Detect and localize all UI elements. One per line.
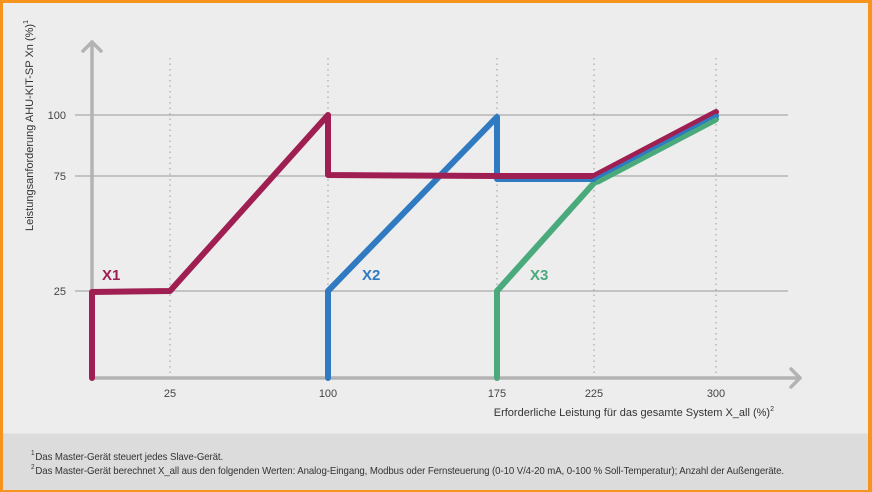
chart-panel: 100 75 25 25 100 175 225 300 Erforderlic… <box>3 3 868 490</box>
series-label-x1: X1 <box>102 267 120 284</box>
x-tick-175: 175 <box>488 388 506 400</box>
series-label-x2: X2 <box>362 267 380 284</box>
footnote-1-text: Das Master-Gerät steuert jedes Slave-Ger… <box>35 451 224 463</box>
x-tick-25: 25 <box>164 388 176 400</box>
y-axis-label: Leistungsanforderung AHU-KIT-SP Xn (%)1 <box>23 20 36 231</box>
y-tick-100: 100 <box>48 110 66 122</box>
footnote-1-marker: 1 <box>31 450 35 457</box>
x-tick-100: 100 <box>319 388 337 400</box>
footnote-2-text: Das Master-Gerät berechnet X_all aus den… <box>35 465 784 477</box>
series-x3-line <box>494 116 719 381</box>
x-tick-225: 225 <box>585 388 603 400</box>
x-tick-300: 300 <box>707 388 725 400</box>
series-x2-tail <box>592 114 718 182</box>
series-x2-line <box>325 113 719 381</box>
series-x3-tail <box>595 117 719 185</box>
y-tick-25: 25 <box>54 286 66 298</box>
horizontal-gridlines <box>75 114 788 292</box>
footnote-2-marker: 2 <box>31 464 35 471</box>
vertical-dotted-gridlines <box>169 58 717 378</box>
axes <box>81 40 802 389</box>
series-label-x3: X3 <box>530 267 548 284</box>
x-axis-label: Erforderliche Leistung für das gesamte S… <box>494 406 774 419</box>
footnote-1: 1Das Master-Gerät steuert jedes Slave-Ge… <box>31 450 224 463</box>
line-chart: 100 75 25 25 100 175 225 300 Erforderlic… <box>23 20 802 419</box>
footnote-2: 2Das Master-Gerät berechnet X_all aus de… <box>31 464 784 477</box>
y-tick-75: 75 <box>54 171 66 183</box>
footnotes: 1Das Master-Gerät steuert jedes Slave-Ge… <box>3 433 868 490</box>
series-x1-line <box>89 109 719 381</box>
